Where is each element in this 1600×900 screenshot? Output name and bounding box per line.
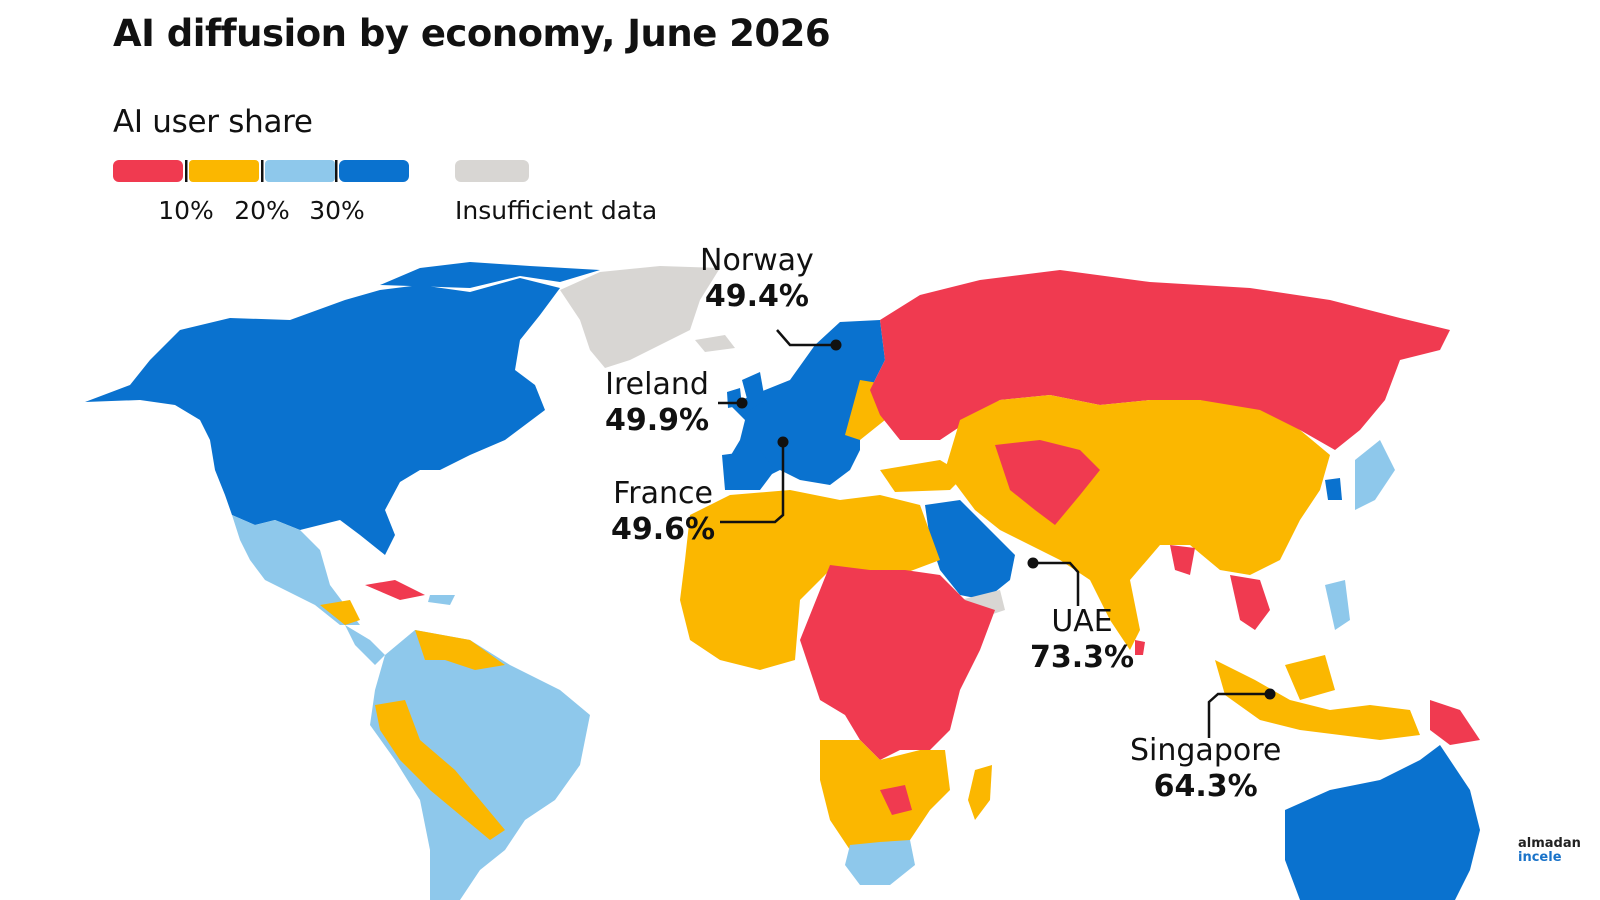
callout-singapore: Singapore 64.3% xyxy=(1130,733,1281,805)
point-singapore xyxy=(1264,688,1276,700)
watermark-logo: almadan incele xyxy=(1518,837,1581,865)
region-iberia xyxy=(722,450,775,490)
region-papua-new-guinea xyxy=(1430,700,1480,745)
point-france xyxy=(777,436,789,448)
logo-line-2: incele xyxy=(1518,850,1562,865)
region-central-america-low xyxy=(345,625,385,665)
callout-norway-value: 49.4% xyxy=(704,279,809,314)
legend-bin-1 xyxy=(113,160,183,182)
region-south-america xyxy=(370,630,590,900)
map-title: AI diffusion by economy, June 2026 xyxy=(113,12,831,55)
legend-color-scale xyxy=(113,160,529,182)
legend-threshold-30: 30% xyxy=(309,196,365,225)
legend-bin-4 xyxy=(339,160,409,182)
region-south-africa xyxy=(845,840,915,885)
callout-points xyxy=(736,339,1276,700)
callout-uae: UAE 73.3% xyxy=(1030,604,1134,676)
legend: AI user share 10% 20% 30% Insufficient d… xyxy=(113,104,657,225)
region-greenland xyxy=(560,266,720,368)
point-uae xyxy=(1027,557,1039,569)
region-central-america-mid xyxy=(320,600,360,625)
region-britain xyxy=(742,372,765,410)
callout-ireland-country: Ireland xyxy=(605,367,709,402)
point-ireland xyxy=(736,397,748,409)
legend-no-data-swatch xyxy=(455,160,529,182)
region-caribbean xyxy=(428,595,455,605)
region-myanmar-bangladesh xyxy=(1170,545,1195,575)
region-europe-west xyxy=(728,320,885,485)
legend-no-data-label: Insufficient data xyxy=(455,196,658,225)
leader-uae xyxy=(1033,561,1080,606)
leader-norway xyxy=(776,329,836,347)
leader-singapore xyxy=(1207,692,1270,738)
region-mexico xyxy=(232,515,360,625)
region-japan xyxy=(1355,440,1395,510)
region-north-africa xyxy=(680,490,940,670)
callout-ireland: Ireland 49.9% xyxy=(605,367,709,439)
legend-bin-2 xyxy=(189,160,259,182)
callout-singapore-value: 64.3% xyxy=(1153,769,1258,804)
callout-france-value: 49.6% xyxy=(611,512,716,547)
legend-bin-3 xyxy=(265,160,335,182)
legend-threshold-20: 20% xyxy=(234,196,290,225)
region-afghanistan xyxy=(995,440,1100,525)
region-korea xyxy=(1325,478,1342,500)
region-indonesia xyxy=(1215,660,1420,740)
leader-france xyxy=(720,442,785,524)
region-borneo xyxy=(1285,655,1335,700)
callout-uae-country: UAE xyxy=(1051,604,1113,639)
region-australia xyxy=(1285,745,1480,900)
region-cuba xyxy=(365,580,425,600)
region-russia xyxy=(870,270,1450,450)
region-arabia xyxy=(925,500,1015,600)
callout-ireland-value: 49.9% xyxy=(605,403,710,438)
callout-uae-value: 73.3% xyxy=(1030,640,1135,675)
callout-norway-country: Norway xyxy=(700,243,814,278)
callout-france-country: France xyxy=(613,476,713,511)
logo-line-1: almadan xyxy=(1518,836,1581,851)
region-central-asia-china xyxy=(945,395,1330,650)
point-norway xyxy=(830,339,842,351)
callout-leader-lines xyxy=(718,329,1270,738)
region-central-africa xyxy=(800,565,995,760)
legend-tick-1 xyxy=(185,160,188,182)
region-andes xyxy=(375,700,505,840)
legend-title: AI user share xyxy=(113,104,313,140)
region-venezuela-colombia xyxy=(415,630,505,670)
callout-france: France 49.6% xyxy=(611,476,715,548)
legend-tick-2 xyxy=(261,160,264,182)
callout-norway: Norway 49.4% xyxy=(700,243,814,315)
region-arctic-islands xyxy=(380,262,600,288)
region-iceland xyxy=(695,335,735,352)
region-north-america xyxy=(85,278,560,555)
legend-threshold-10: 10% xyxy=(158,196,214,225)
region-southeast-asia xyxy=(1230,575,1270,630)
region-madagascar xyxy=(968,765,992,820)
region-taiwan-philippines xyxy=(1325,580,1350,630)
legend-tick-3 xyxy=(335,160,338,182)
region-turkey xyxy=(880,460,965,492)
callout-singapore-country: Singapore xyxy=(1130,733,1282,768)
region-sri-lanka xyxy=(1135,640,1145,655)
region-zimbabwe xyxy=(880,785,912,815)
